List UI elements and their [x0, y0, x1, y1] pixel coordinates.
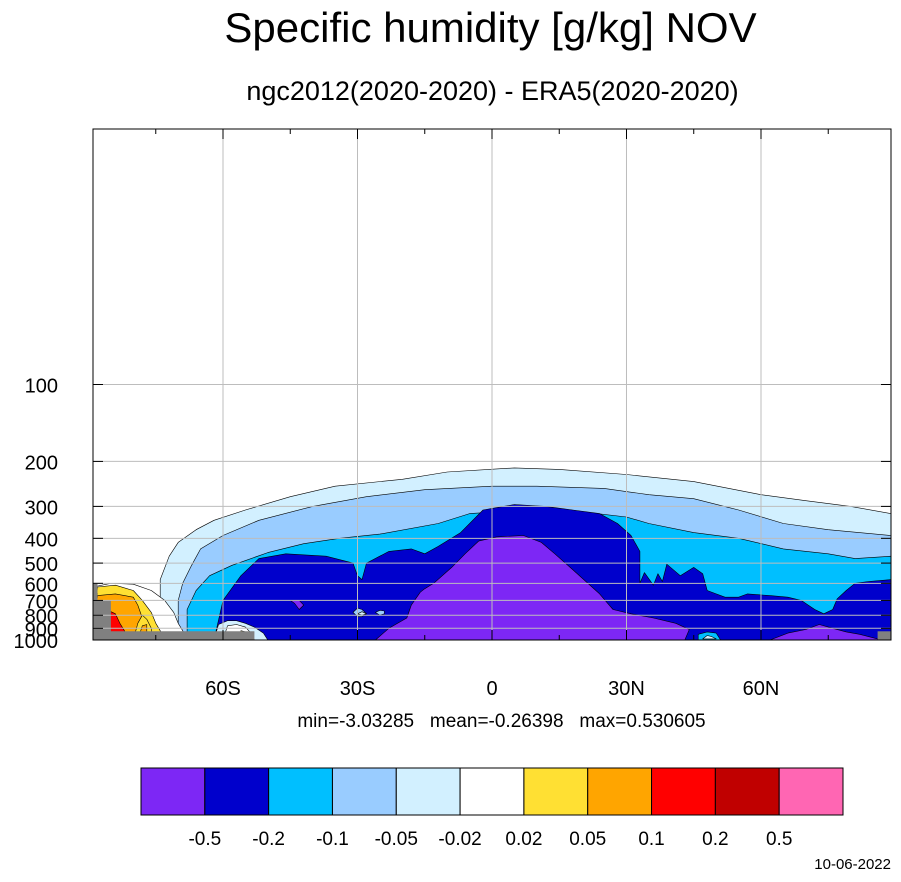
- colorbar-swatch: [459, 767, 525, 816]
- y-tick-label: 800: [25, 606, 58, 628]
- y-tick-label: 100: [25, 376, 58, 398]
- date-stamp: 10-06-2022: [814, 856, 891, 873]
- colorbar: -0.5 -0.2 -0.1 -0.05 -0.02 0.02 0.05 0.1 0.2 0.5: [140, 767, 844, 850]
- colorbar-swatch: [268, 767, 333, 816]
- y-tick-label: 600: [25, 574, 58, 596]
- colorbar-label: 0.05: [569, 829, 606, 850]
- y-tick-label: 900: [25, 619, 58, 641]
- colorbar-swatch: [140, 767, 206, 816]
- chart-subtitle: ngc2012(2020-2020) - ERA5(2020-2020): [246, 76, 739, 106]
- colorbar-swatch: [587, 767, 653, 816]
- missing-data-region: [93, 583, 255, 640]
- colorbar-swatch: [651, 767, 716, 816]
- y-tick-label: 200: [25, 452, 58, 474]
- x-tick-label: 60S: [205, 678, 241, 700]
- contour-region: [702, 635, 717, 640]
- y-tick-label: 1000: [14, 631, 59, 653]
- missing-data-region: [877, 631, 891, 640]
- colorbar-swatch: [395, 767, 461, 816]
- colorbar-label: -0.1: [316, 829, 349, 850]
- y-tick-label: 700: [25, 591, 58, 613]
- colorbar-label: 0.1: [638, 829, 664, 850]
- y-tick-label: 500: [25, 554, 58, 576]
- contour-region: [375, 609, 385, 616]
- colorbar-swatch: [204, 767, 270, 816]
- colorbar-label: -0.2: [252, 829, 285, 850]
- contour-region: [357, 611, 367, 616]
- colorbar-label: 0.5: [766, 829, 792, 850]
- y-tick-label: 400: [25, 529, 58, 551]
- contour-region: [375, 535, 690, 641]
- colorbar-swatch: [778, 767, 844, 816]
- colorbar-label: -0.02: [438, 829, 481, 850]
- y-tick-label: 300: [25, 497, 58, 519]
- colorbar-label: -0.5: [188, 829, 221, 850]
- colorbar-swatch: [523, 767, 589, 816]
- colorbar-swatch: [714, 767, 780, 816]
- colorbar-label: 0.2: [702, 829, 728, 850]
- colorbar-swatch: [331, 767, 397, 816]
- stats-text: min=-3.03285 mean=-0.26398 max=0.530605: [297, 711, 706, 732]
- colorbar-label: -0.05: [375, 829, 418, 850]
- colorbar-label: 0.02: [505, 829, 542, 850]
- x-tick-label: 30N: [608, 678, 645, 700]
- x-tick-label: 60N: [743, 678, 780, 700]
- chart-title: Specific humidity [g/kg] NOV: [224, 4, 757, 51]
- x-tick-label: 0: [486, 678, 497, 700]
- x-tick-label: 30S: [340, 678, 376, 700]
